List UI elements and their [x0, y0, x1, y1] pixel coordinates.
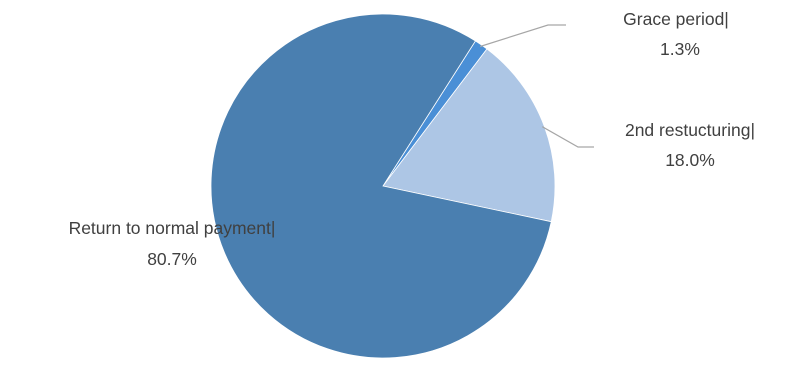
- slice-value-return-to-normal: 80.7%: [147, 249, 197, 269]
- slice-label-2nd-restructuring: 2nd restucturing|: [625, 120, 755, 140]
- slice-label-grace-period: Grace period|: [623, 9, 729, 29]
- slice-return-to-normal: [210, 13, 552, 359]
- pie-slices: [210, 13, 556, 359]
- leader-line-2nd-restructuring: [542, 126, 594, 148]
- data-labels: Grace period| 1.3% 2nd restucturing| 18.…: [69, 9, 755, 269]
- slice-label-return-to-normal: Return to normal payment|: [69, 218, 276, 238]
- slice-2nd-restructuring: [382, 48, 556, 223]
- slice-value-grace-period: 1.3%: [660, 39, 700, 59]
- leader-line-grace-period: [479, 24, 566, 48]
- leader-lines: [479, 24, 594, 148]
- slice-value-2nd-restructuring: 18.0%: [665, 150, 715, 170]
